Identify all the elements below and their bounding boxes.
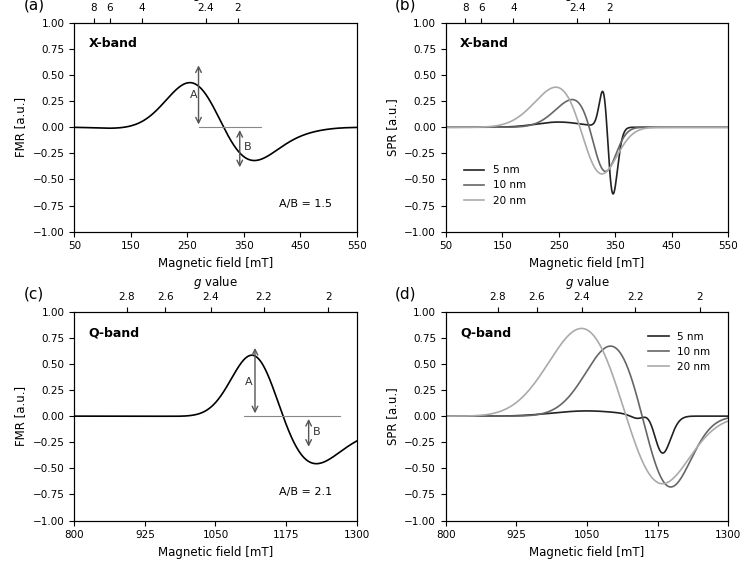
X-axis label: Magnetic field [mT]: Magnetic field [mT] [529,257,645,270]
Text: B: B [313,427,320,437]
5 nm [716,412,724,419]
10 nm [724,124,733,130]
Line: 10 nm: 10 nm [446,100,728,172]
5 nm [716,412,724,419]
X-axis label: $g$ value: $g$ value [193,0,238,3]
10 nm [666,483,675,490]
Text: (a): (a) [24,0,45,13]
Text: X-band: X-band [88,38,137,50]
Line: 20 nm: 20 nm [446,87,728,174]
Y-axis label: FMR [a.u.]: FMR [a.u.] [14,386,27,446]
Line: 10 nm: 10 nm [446,346,728,487]
10 nm [716,124,724,130]
10 nm [579,374,588,380]
5 nm [455,412,464,419]
X-axis label: Magnetic field [mT]: Magnetic field [mT] [158,257,273,270]
10 nm [568,96,577,103]
X-axis label: $g$ value: $g$ value [193,275,238,292]
Text: X-band: X-band [460,38,509,50]
X-axis label: Magnetic field [mT]: Magnetic field [mT] [158,546,273,559]
10 nm [606,343,615,349]
5 nm [658,450,667,456]
20 nm [658,480,667,487]
10 nm [664,124,673,130]
5 nm [724,124,733,130]
10 nm [716,124,724,130]
5 nm [724,412,733,419]
20 nm [664,124,673,131]
20 nm [724,124,733,130]
20 nm [716,422,724,428]
20 nm [551,84,560,90]
20 nm [716,124,724,130]
Line: 20 nm: 20 nm [446,328,728,484]
Line: 5 nm: 5 nm [446,92,728,194]
20 nm [571,112,580,118]
Line: 5 nm: 5 nm [446,411,728,453]
5 nm [579,121,588,128]
X-axis label: Magnetic field [mT]: Magnetic field [mT] [529,546,645,559]
10 nm [571,385,580,392]
Text: (b): (b) [395,0,417,13]
5 nm [609,190,617,197]
20 nm [455,412,464,419]
5 nm [455,124,464,130]
20 nm [724,418,733,424]
20 nm [571,327,580,333]
Y-axis label: SPR [a.u.]: SPR [a.u.] [386,387,399,445]
Text: A/B = 1.5: A/B = 1.5 [279,198,332,209]
20 nm [441,124,450,130]
Y-axis label: SPR [a.u.]: SPR [a.u.] [386,98,399,156]
10 nm [663,483,672,490]
Text: A/B = 2.1: A/B = 2.1 [279,487,332,498]
5 nm [441,412,450,419]
20 nm [579,325,588,332]
5 nm [579,407,588,414]
20 nm [597,170,606,177]
20 nm [716,422,724,428]
Text: (c): (c) [24,287,44,301]
10 nm [571,97,580,104]
5 nm [571,120,580,127]
5 nm [441,124,450,130]
10 nm [716,418,724,424]
10 nm [455,124,464,130]
10 nm [455,412,464,419]
5 nm [598,88,607,95]
20 nm [455,124,464,130]
10 nm [441,124,450,130]
X-axis label: $g$ value: $g$ value [565,0,609,3]
Y-axis label: FMR [a.u.]: FMR [a.u.] [14,97,27,157]
5 nm [664,124,673,130]
10 nm [716,418,724,424]
20 nm [441,412,450,419]
5 nm [583,407,591,414]
Text: B: B [244,142,251,152]
10 nm [601,168,610,175]
10 nm [579,107,588,114]
X-axis label: $g$ value: $g$ value [565,275,609,292]
5 nm [664,442,673,448]
5 nm [716,124,724,130]
Text: Q-band: Q-band [88,327,140,339]
5 nm [716,124,724,130]
20 nm [716,124,724,130]
Text: Q-band: Q-band [460,327,511,339]
20 nm [664,479,673,486]
Legend: 5 nm, 10 nm, 20 nm: 5 nm, 10 nm, 20 nm [644,327,715,376]
5 nm [571,408,580,415]
20 nm [577,325,586,332]
10 nm [724,415,733,422]
10 nm [441,412,450,419]
Text: A: A [245,377,253,387]
Text: A: A [190,90,198,100]
20 nm [579,134,588,141]
Legend: 5 nm, 10 nm, 20 nm: 5 nm, 10 nm, 20 nm [459,161,530,210]
Text: (d): (d) [395,287,417,301]
